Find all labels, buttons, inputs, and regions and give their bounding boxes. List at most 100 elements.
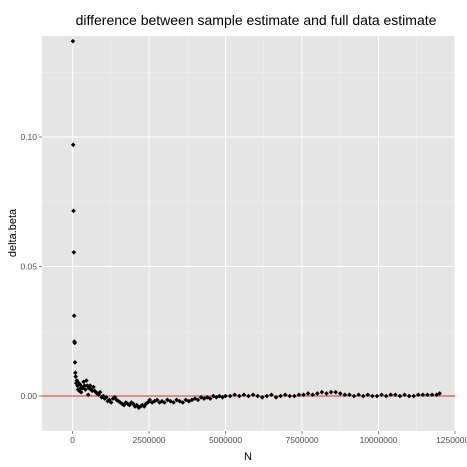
data-point xyxy=(71,208,76,214)
data-point xyxy=(145,400,151,405)
data-point xyxy=(296,392,302,398)
y-tick-label: 0.00 xyxy=(20,391,37,401)
data-point xyxy=(171,400,176,405)
data-point xyxy=(397,393,403,399)
data-point xyxy=(195,397,201,403)
data-point xyxy=(108,400,114,405)
data-points xyxy=(70,38,443,410)
data-point xyxy=(73,374,78,379)
data-point xyxy=(103,395,109,400)
data-point xyxy=(140,402,145,408)
data-point xyxy=(72,340,78,346)
data-point xyxy=(116,398,121,404)
data-point xyxy=(71,249,77,255)
data-point xyxy=(264,393,270,399)
data-point xyxy=(255,393,260,399)
data-point xyxy=(84,378,89,383)
data-point xyxy=(273,395,279,400)
x-tick-label: 2500000 xyxy=(133,435,166,445)
x-axis-label: N xyxy=(244,451,252,463)
data-point xyxy=(337,391,343,396)
data-point xyxy=(415,392,421,398)
data-point xyxy=(232,392,238,398)
data-point xyxy=(402,392,407,398)
data-point xyxy=(174,397,179,403)
data-point xyxy=(71,313,77,319)
data-point xyxy=(74,378,80,383)
data-point xyxy=(147,397,152,403)
data-point xyxy=(102,396,108,401)
data-point xyxy=(97,389,103,395)
data-point xyxy=(278,393,283,399)
data-point xyxy=(429,392,435,398)
data-point xyxy=(356,392,361,398)
data-point xyxy=(168,398,173,404)
data-point xyxy=(420,392,426,398)
data-point xyxy=(292,393,297,399)
data-point xyxy=(217,393,222,399)
data-point xyxy=(434,392,439,398)
data-point xyxy=(237,393,242,399)
data-point xyxy=(100,393,106,399)
data-point xyxy=(204,395,210,400)
data-point xyxy=(287,393,293,399)
y-axis: 0.00 0.05 0.10 xyxy=(20,132,42,401)
data-point xyxy=(301,392,306,398)
data-point xyxy=(92,388,97,394)
data-point xyxy=(342,392,348,398)
data-point xyxy=(129,400,134,405)
data-point xyxy=(310,392,316,398)
data-point xyxy=(154,397,160,403)
data-point xyxy=(70,38,76,44)
chart-title: difference between sample estimate and f… xyxy=(76,12,437,28)
data-point xyxy=(379,392,384,398)
data-point xyxy=(333,389,338,395)
data-point xyxy=(73,370,78,376)
data-point xyxy=(70,142,76,148)
data-point xyxy=(259,395,265,400)
plot-panel xyxy=(42,36,455,431)
data-point xyxy=(125,401,130,407)
x-tick-label: 10000000 xyxy=(360,435,398,445)
data-point xyxy=(269,392,274,398)
data-point xyxy=(328,389,334,395)
data-point xyxy=(110,396,116,401)
data-point xyxy=(305,391,311,396)
data-point xyxy=(77,382,83,387)
data-point xyxy=(157,400,162,405)
y-tick-label: 0.10 xyxy=(20,132,37,142)
data-point xyxy=(189,397,195,403)
data-point xyxy=(324,391,329,396)
data-point xyxy=(201,396,207,401)
data-point xyxy=(149,400,155,405)
data-point xyxy=(374,393,380,399)
data-point xyxy=(91,384,96,390)
data-point xyxy=(192,396,198,401)
data-point xyxy=(241,392,247,398)
data-point xyxy=(437,391,443,396)
data-point xyxy=(319,389,325,395)
data-point xyxy=(78,389,84,395)
data-point xyxy=(351,393,357,399)
data-point xyxy=(246,393,251,399)
data-point xyxy=(425,392,430,398)
data-point xyxy=(143,401,149,407)
x-tick-label: 0 xyxy=(70,435,75,445)
data-point xyxy=(388,392,394,398)
data-point xyxy=(393,392,398,398)
data-point xyxy=(84,383,90,388)
data-point xyxy=(88,387,94,392)
data-point xyxy=(152,398,157,404)
data-point xyxy=(85,392,91,398)
data-point xyxy=(207,396,213,401)
y-axis-label: delta.beta xyxy=(7,208,19,257)
data-point xyxy=(81,379,86,385)
data-point xyxy=(214,395,219,400)
data-point xyxy=(136,405,141,410)
data-point xyxy=(223,393,228,399)
x-tick-label: 5000000 xyxy=(209,435,242,445)
data-point xyxy=(220,395,225,400)
data-point xyxy=(365,392,371,398)
data-point xyxy=(370,393,375,399)
